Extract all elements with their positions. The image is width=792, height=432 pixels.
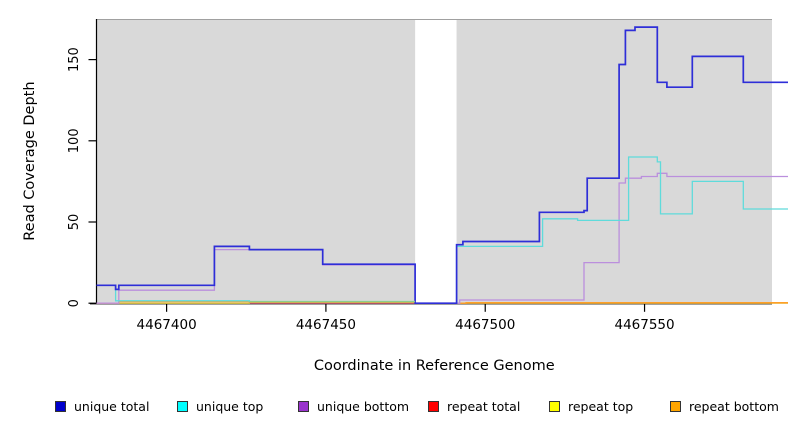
legend-swatch [428,400,439,412]
y-tick-label: 150 [67,47,82,72]
y-axis-title: Read Coverage Depth [22,81,38,240]
y-tick-label: 100 [67,128,82,153]
x-tick-label: 4467500 [455,317,515,333]
x-tick-label: 4467550 [614,317,674,333]
legend-swatch [670,400,681,412]
x-tick-label: 4467400 [137,317,197,333]
legend-item-repeat-total: repeat total [428,396,520,416]
legend-item-unique-bottom: unique bottom [298,396,409,416]
x-axis-title: Coordinate in Reference Genome [314,358,555,374]
legend-label: unique top [196,398,264,414]
legend-item-repeat-top: repeat top [549,396,633,416]
x-tick-label: 4467450 [296,317,356,333]
series-unique-top [96,156,788,304]
y-tick-label: 0 [67,299,82,307]
legend-label: repeat bottom [689,398,779,414]
legend-item-unique-top: unique top [177,396,263,416]
legend-item-repeat-bottom: repeat bottom [670,396,779,416]
legend-swatch [55,400,66,412]
legend-item-unique-total: unique total [55,396,149,416]
coverage-plot: 0 50 100 150 4467400 4467450 4467500 4467550 Coo… [22,19,788,374]
legend: unique total unique top unique bottom repea… [0,396,792,422]
legend-label: repeat top [568,398,634,414]
legend-swatch [549,400,560,412]
y-tick-label: 50 [67,214,82,231]
legend-label: repeat total [447,398,521,414]
legend-label: unique bottom [317,398,410,414]
series-unique-total [96,26,788,305]
legend-swatch [298,400,309,412]
masked-region [415,19,457,304]
legend-swatch [177,400,188,412]
legend-label: unique total [74,398,150,414]
